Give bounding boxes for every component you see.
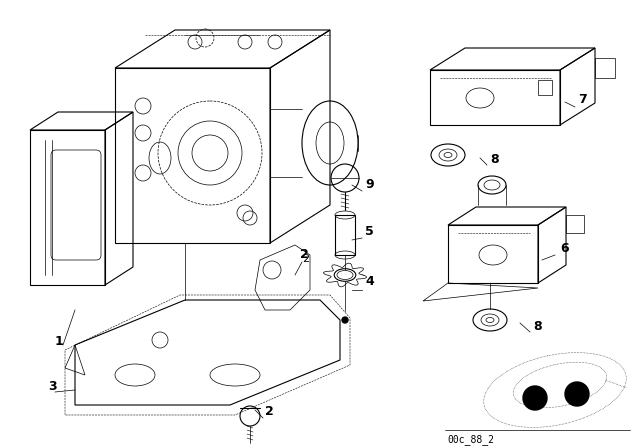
Circle shape bbox=[342, 317, 348, 323]
Text: 8: 8 bbox=[490, 153, 499, 166]
Text: 6: 6 bbox=[560, 242, 568, 255]
Text: 00c_88_2: 00c_88_2 bbox=[447, 434, 494, 445]
Text: 9: 9 bbox=[365, 178, 374, 191]
Text: 1: 1 bbox=[55, 335, 64, 348]
Text: 3: 3 bbox=[48, 380, 56, 393]
Text: 5: 5 bbox=[365, 225, 374, 238]
Text: 2: 2 bbox=[302, 254, 309, 264]
Text: 2: 2 bbox=[300, 248, 308, 261]
Circle shape bbox=[523, 386, 547, 410]
Text: 4: 4 bbox=[365, 275, 374, 288]
Text: 8: 8 bbox=[533, 320, 541, 333]
Text: 7: 7 bbox=[578, 93, 587, 106]
Text: 2: 2 bbox=[265, 405, 274, 418]
Circle shape bbox=[565, 382, 589, 406]
